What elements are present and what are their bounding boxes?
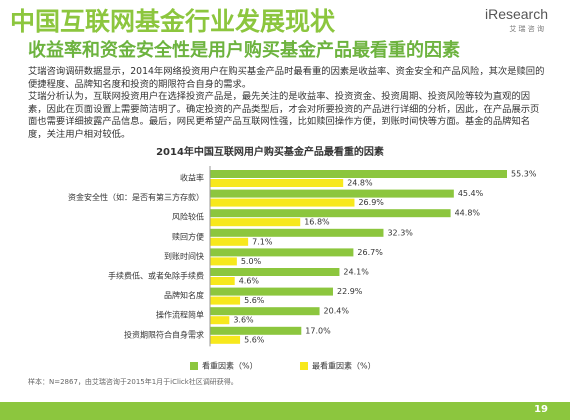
value-label: 3.6% — [233, 316, 254, 325]
value-label: 32.3% — [387, 228, 413, 237]
slide-title: 中国互联网基金行业发展现状 — [10, 7, 336, 36]
category-label: 收益率 — [180, 173, 204, 183]
legend-swatch — [190, 362, 198, 370]
bar — [210, 277, 235, 285]
category-label: 赎回方便 — [172, 231, 204, 241]
value-label: 22.9% — [337, 287, 363, 296]
bar — [210, 218, 301, 227]
value-label: 16.8% — [304, 218, 330, 227]
category-label: 操作流程简单 — [156, 310, 204, 320]
chart-title: 2014年中国互联网用户购买基金产品最看重的因素 — [156, 145, 384, 158]
bar — [210, 257, 237, 266]
bar — [210, 296, 241, 305]
value-label: 24.1% — [343, 268, 369, 277]
bar — [210, 316, 230, 325]
value-label: 5.0% — [241, 257, 262, 266]
value-label: 26.7% — [357, 248, 383, 257]
bar — [210, 189, 454, 198]
chart: 2014年中国互联网用户购买基金产品最看重的因素 收益率 55.3% 24.8% 资金… — [68, 145, 537, 371]
paragraph: 艾瑞分析认为，互联网投资用户在选择投资产品是，最先关注的是收益率、投资资金、投资… — [28, 91, 540, 140]
paragraph: 艾瑞咨询调研数据显示，2014年网络投资用户在购买基金产品时最看重的因素是收益率… — [28, 66, 545, 90]
value-label: 4.6% — [239, 277, 260, 286]
bar — [210, 198, 355, 207]
value-label: 26.9% — [358, 198, 384, 207]
value-label: 20.4% — [324, 307, 350, 316]
bar — [210, 179, 344, 187]
bar — [210, 237, 249, 246]
bar — [210, 335, 241, 344]
bar — [210, 248, 354, 257]
bar — [210, 228, 384, 237]
body-text: 艾瑞咨询调研数据显示，2014年网络投资用户在购买基金产品时最看重的因素是收益率… — [28, 66, 548, 141]
value-label: 45.4% — [458, 189, 484, 198]
page-number: 19 — [534, 404, 548, 415]
value-label: 7.1% — [252, 237, 273, 246]
category-label: 资金安全性（如：是否有第三方存款） — [68, 192, 204, 202]
value-label: 24.8% — [347, 179, 373, 188]
bar — [210, 326, 302, 335]
bar — [210, 170, 507, 178]
legend-label: 最看重因素（%） — [312, 361, 376, 371]
logo-sub: 艾 瑞 咨 询 — [509, 25, 544, 33]
slide-subtitle: 收益率和资金安全性是用户购买基金产品最看重的因素 — [28, 40, 460, 61]
logo: iResearch — [484, 6, 548, 22]
value-label: 55.3% — [511, 170, 537, 179]
bar — [210, 287, 333, 296]
value-label: 5.6% — [244, 296, 265, 305]
bar — [210, 268, 340, 276]
legend-label: 看重因素（%） — [202, 361, 258, 371]
category-label: 手续费低、或者免除手续费 — [108, 271, 204, 281]
category-label: 风险较低 — [172, 212, 204, 222]
bar — [210, 209, 451, 218]
category-label: 投资期限符合自身需求 — [124, 329, 204, 339]
value-label: 44.8% — [455, 209, 481, 218]
value-label: 17.0% — [305, 326, 331, 335]
footnote: 样本：N=2867，由艾瑞咨询于2015年1月于iClick社区调研获得。 — [28, 378, 238, 386]
category-label: 到账时间快 — [164, 251, 204, 261]
footer-band — [0, 402, 570, 420]
bar — [210, 307, 320, 316]
value-label: 5.6% — [244, 335, 265, 344]
category-label: 品牌知名度 — [164, 290, 204, 300]
legend-swatch — [300, 362, 308, 370]
